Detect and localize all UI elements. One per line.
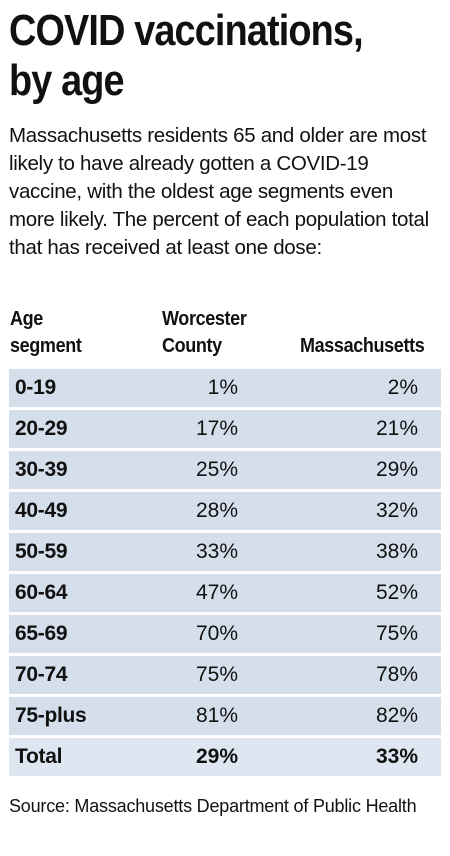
table-row: 30-39 25% 29%	[9, 451, 441, 489]
age-segment-cell: Total	[15, 745, 63, 768]
age-segment-cell: 75-plus	[15, 704, 87, 727]
massachusetts-value: 21%	[375, 417, 418, 440]
table-row: 75-plus 81% 82%	[9, 697, 441, 735]
table-row: 20-29 17% 21%	[9, 410, 441, 448]
title-line-2: by age	[9, 56, 125, 105]
age-segment-cell: 70-74	[15, 663, 68, 686]
worcester-county-value: 33%	[195, 540, 238, 563]
table-row-total: Total 29% 33%	[9, 738, 441, 776]
massachusetts-value: 2%	[387, 376, 418, 399]
age-segment-cell: 20-29	[15, 417, 68, 440]
worcester-county-value: 1%	[207, 376, 238, 399]
worcester-county-value: 70%	[195, 622, 238, 645]
massachusetts-value: 38%	[375, 540, 418, 563]
column-header-worcester-line-2: County	[162, 335, 222, 357]
table-row: 0-19 1% 2%	[9, 369, 441, 407]
table-row: 65-69 70% 75%	[9, 615, 441, 653]
column-header-age-line-1: Age	[10, 308, 43, 330]
table-row: 40-49 28% 32%	[9, 492, 441, 530]
vaccination-table: 0-19 1% 2% 20-29 17% 21% 30-39 25% 29% 40-49 28% 32…	[9, 369, 441, 779]
age-segment-cell: 65-69	[15, 622, 68, 645]
massachusetts-value: 78%	[375, 663, 418, 686]
massachusetts-value: 29%	[375, 458, 418, 481]
massachusetts-value: 75%	[375, 622, 418, 645]
column-header-massachusetts: Massachusetts	[300, 333, 444, 391]
worcester-county-value: 28%	[195, 499, 238, 522]
worcester-county-value: 75%	[195, 663, 238, 686]
age-segment-cell: 50-59	[15, 540, 68, 563]
massachusetts-value: 82%	[375, 704, 418, 727]
age-segment-cell: 30-39	[15, 458, 68, 481]
massachusetts-value: 33%	[375, 745, 418, 768]
age-segment-cell: 40-49	[15, 499, 68, 522]
chart-title: COVID vaccinations, by age	[9, 6, 379, 106]
age-segment-cell: 0-19	[15, 376, 56, 399]
chart-subtitle: Massachusetts residents 65 and older are…	[9, 124, 429, 259]
column-header-age-segment: Age segment	[10, 306, 136, 364]
worcester-county-value: 81%	[195, 704, 238, 727]
worcester-county-value: 47%	[195, 581, 238, 604]
worcester-county-value: 25%	[195, 458, 238, 481]
column-header-worcester-line-1: Worcester	[162, 308, 247, 330]
column-header-massachusetts-label: Massachusetts	[300, 335, 425, 357]
column-header-age-line-2: segment	[10, 335, 82, 357]
column-header-worcester-county: Worcester County	[162, 306, 288, 364]
worcester-county-value: 29%	[195, 745, 238, 768]
massachusetts-value: 32%	[375, 499, 418, 522]
table-row: 70-74 75% 78%	[9, 656, 441, 694]
massachusetts-value: 52%	[375, 581, 418, 604]
source-note: Source: Massachusetts Department of Publ…	[9, 796, 417, 816]
age-segment-cell: 60-64	[15, 581, 68, 604]
title-line-1: COVID vaccinations,	[9, 6, 364, 55]
table-row: 60-64 47% 52%	[9, 574, 441, 612]
table-row: 50-59 33% 38%	[9, 533, 441, 571]
worcester-county-value: 17%	[195, 417, 238, 440]
